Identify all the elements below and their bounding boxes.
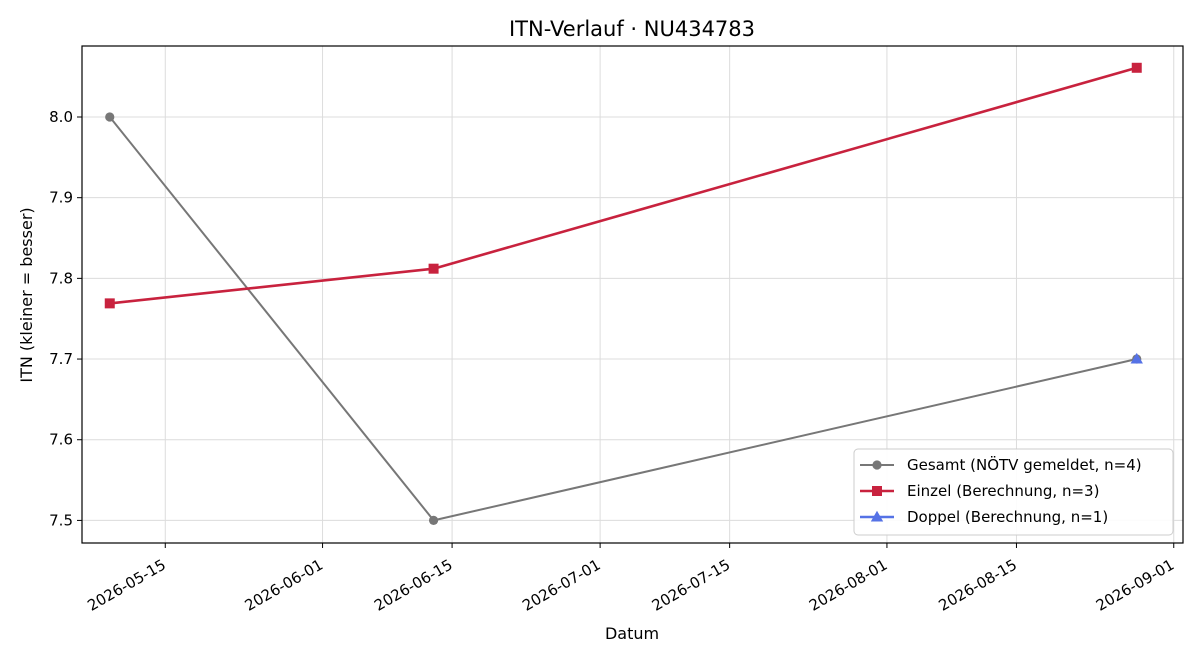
legend-label: Gesamt (NÖTV gemeldet, n=4): [907, 455, 1142, 474]
y-axis-ticks: 7.5 7.6 7.7 7.8 7.9 8.0: [49, 108, 82, 529]
series-2: [104, 62, 1142, 309]
y-tick-label: 7.6: [49, 431, 73, 449]
plot-frame: [81, 45, 1184, 544]
data-point: [105, 112, 115, 122]
data-point: [1130, 352, 1143, 364]
data-point: [428, 515, 439, 526]
grid-lines: [82, 46, 1183, 543]
y-tick-label: 7.8: [49, 269, 73, 287]
data-point: [1131, 62, 1142, 73]
legend-marker: [872, 460, 882, 470]
legend: Gesamt (NÖTV gemeldet, n=4) Einzel (Berec…: [853, 448, 1174, 536]
chart-title: ITN-Verlauf · NU434783: [509, 17, 755, 41]
y-tick-label: 7.5: [49, 511, 73, 529]
y-axis-label: ITN (kleiner = besser): [17, 207, 36, 382]
legend-item: Einzel (Berechnung, n=3): [860, 482, 1099, 500]
legend-label: Einzel (Berechnung, n=3): [907, 482, 1099, 500]
y-tick-label: 7.7: [49, 350, 73, 368]
legend-box: [853, 448, 1174, 536]
legend-marker: [872, 486, 882, 496]
legend-item: Doppel (Berechnung, n=1): [860, 508, 1108, 526]
y-tick-label: 8.0: [49, 108, 73, 126]
y-tick-label: 7.9: [49, 189, 73, 207]
data-point: [428, 263, 439, 274]
legend-label: Doppel (Berechnung, n=1): [907, 508, 1108, 526]
x-axis-label: Datum: [605, 624, 659, 643]
legend-item: Gesamt (NÖTV gemeldet, n=4): [860, 455, 1142, 474]
data-point: [104, 298, 115, 309]
legend-marker: [870, 510, 884, 522]
series-3: [1130, 352, 1143, 364]
series-layer: [104, 62, 1143, 526]
